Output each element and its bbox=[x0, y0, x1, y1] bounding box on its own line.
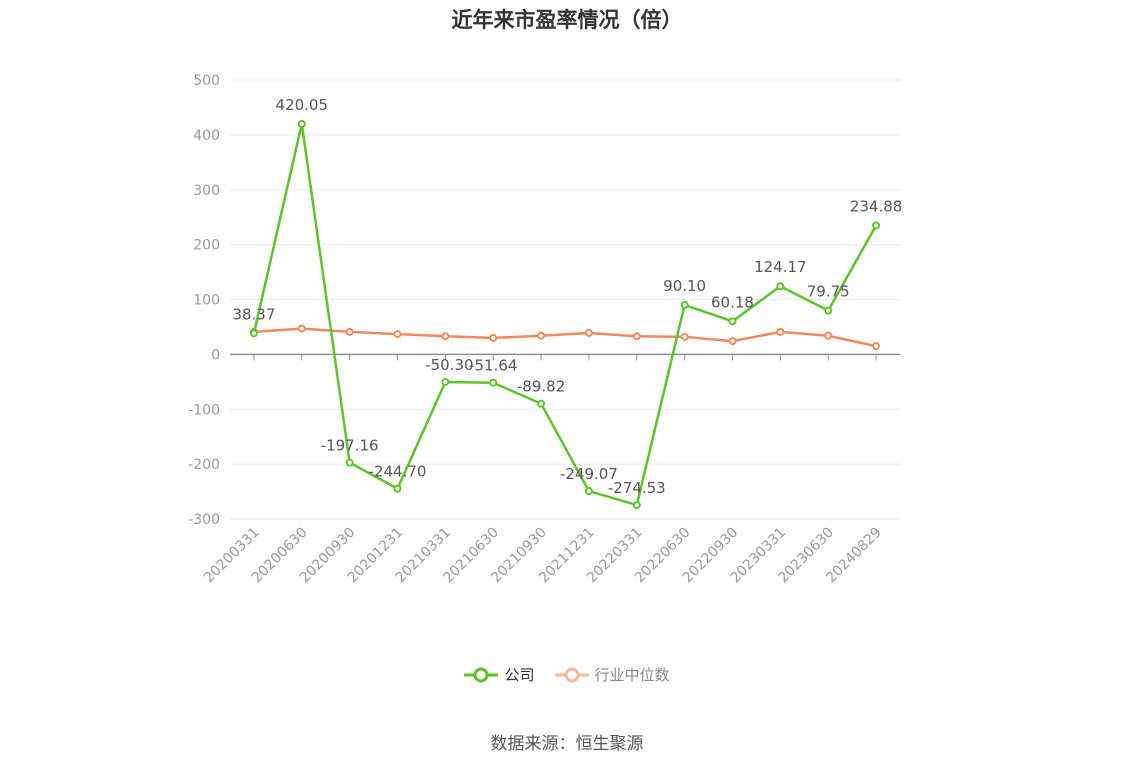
industry-point bbox=[728, 337, 737, 346]
company-data-label: -197.16 bbox=[321, 437, 379, 455]
industry-line bbox=[253, 327, 877, 348]
industry-point bbox=[776, 327, 785, 336]
industry-point bbox=[441, 332, 450, 341]
company-data-label: 90.10 bbox=[663, 277, 706, 295]
y-tick-label: 400 bbox=[193, 128, 220, 144]
y-tick-label: -100 bbox=[188, 402, 220, 418]
company-point bbox=[728, 317, 737, 326]
legend-label-company: 公司 bbox=[504, 666, 535, 684]
industry-point bbox=[345, 327, 354, 336]
company-point bbox=[489, 378, 498, 387]
y-tick-label: 0 bbox=[211, 347, 220, 363]
industry-point bbox=[393, 330, 402, 339]
industry-point bbox=[584, 328, 593, 337]
legend-label-industry: 行业中位数 bbox=[594, 666, 670, 684]
y-axis-ticks: 500 400 300 200 100 0 -100 -200 -300 bbox=[188, 73, 220, 528]
company-point bbox=[441, 377, 450, 386]
legend-industry-icon bbox=[554, 667, 589, 682]
y-tick-label: -300 bbox=[188, 512, 220, 528]
company-data-label: 234.88 bbox=[850, 197, 903, 215]
industry-point bbox=[872, 342, 881, 351]
industry-point bbox=[297, 324, 306, 333]
company-point bbox=[632, 501, 641, 510]
company-data-label: -51.64 bbox=[469, 357, 517, 375]
company-data-label: 79.75 bbox=[807, 283, 850, 301]
company-point bbox=[776, 282, 785, 291]
legend: 公司 行业中位数 bbox=[0, 664, 1134, 685]
company-point bbox=[297, 119, 306, 128]
industry-point bbox=[632, 332, 641, 341]
company-data-label: 60.18 bbox=[711, 293, 754, 311]
legend-company-icon bbox=[464, 667, 499, 682]
company-point bbox=[393, 484, 402, 493]
legend-item-company[interactable]: 公司 bbox=[464, 664, 535, 685]
company-point bbox=[249, 329, 258, 338]
company-data-label: -50.30 bbox=[425, 356, 473, 374]
company-point bbox=[537, 399, 546, 408]
grid-lines bbox=[230, 79, 900, 520]
company-data-label: -89.82 bbox=[517, 378, 565, 396]
y-tick-label: 200 bbox=[193, 238, 220, 254]
company-point bbox=[584, 487, 593, 496]
data-source: 数据来源：恒生聚源 bbox=[490, 734, 644, 754]
series-lines bbox=[249, 119, 881, 510]
industry-point bbox=[537, 331, 546, 340]
y-tick-label: 100 bbox=[193, 293, 220, 309]
industry-point bbox=[824, 331, 833, 340]
company-point bbox=[680, 300, 689, 309]
company-data-label: 38.37 bbox=[232, 305, 275, 323]
data-labels: 38.37 420.05 -197.16 -244.70 -50.30-51.64-89… bbox=[232, 96, 902, 497]
y-tick-label: 500 bbox=[193, 73, 220, 89]
company-point bbox=[824, 306, 833, 315]
industry-point bbox=[489, 333, 498, 342]
chart-title: 近年来市盈率情况（倍） bbox=[451, 8, 683, 32]
company-point bbox=[872, 221, 881, 230]
company-data-label: -249.07 bbox=[560, 465, 618, 483]
y-tick-label: 300 bbox=[193, 183, 220, 199]
legend-item-industry[interactable]: 行业中位数 bbox=[554, 664, 670, 685]
company-line bbox=[252, 122, 878, 507]
company-data-label: 124.17 bbox=[754, 258, 807, 276]
company-data-label: 420.05 bbox=[276, 96, 329, 114]
industry-point bbox=[680, 332, 689, 341]
company-data-label: -244.70 bbox=[369, 463, 427, 481]
company-data-label: -274.53 bbox=[608, 479, 666, 497]
y-tick-label: -200 bbox=[188, 457, 220, 473]
company-point bbox=[345, 458, 354, 467]
